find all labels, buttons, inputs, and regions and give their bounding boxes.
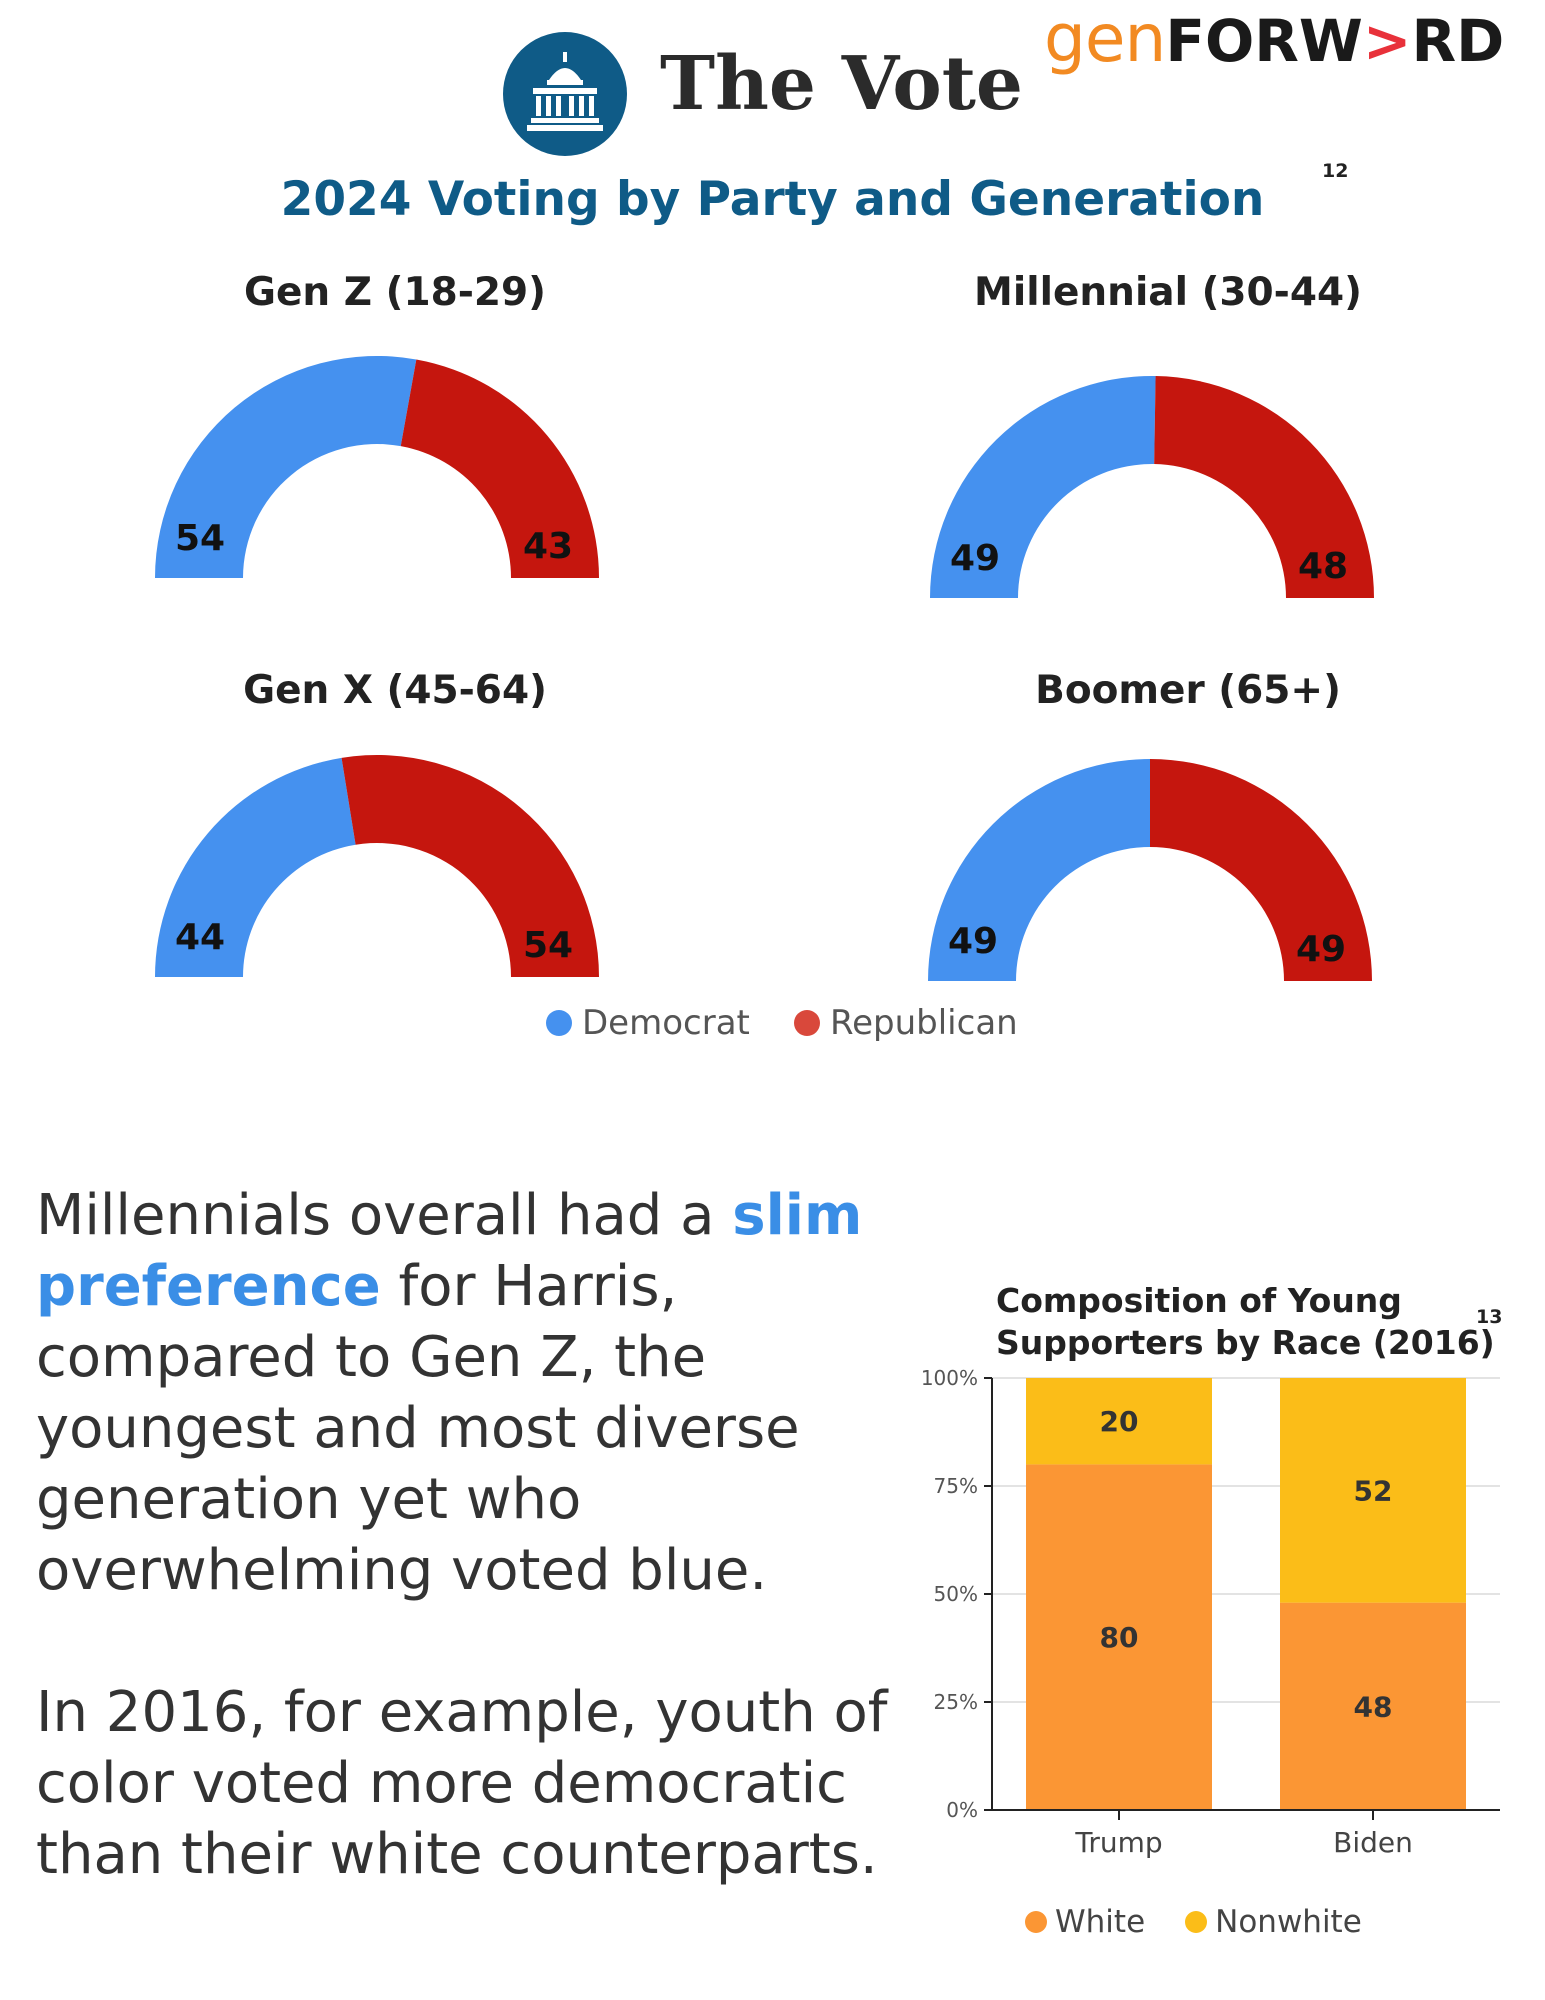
nonwhite-dot-icon [1185, 1911, 1208, 1933]
gen-x-democrat-value: 44 [175, 917, 226, 958]
legend-white: White [1025, 1904, 1145, 1940]
bar-data-label: 48 [1354, 1690, 1393, 1723]
gen-z-gauge-title: Gen Z (18-29) [243, 270, 547, 315]
white-dot-icon [1025, 1911, 1047, 1933]
logo-gen: gen [1044, 0, 1166, 77]
genforward-logo: genFORW>RD [1044, 6, 1504, 72]
boomer-gauge-title: Boomer (65+) [1035, 668, 1341, 713]
chart-title: 2024 Voting by Party and Generation [280, 172, 1265, 227]
bar-footnote-marker: 13 [1476, 1306, 1503, 1328]
paragraph-2: In 2016, for example, youth of color vot… [36, 1680, 888, 1887]
bar-data-label: 52 [1354, 1474, 1393, 1507]
legend-white-label: White [1055, 1904, 1146, 1940]
democrat-dot-icon [546, 1010, 572, 1036]
legend-democrat-label: Democrat [582, 1003, 750, 1043]
footnote-marker: 12 [1322, 160, 1349, 182]
bar-trump-white [1026, 1464, 1212, 1810]
millennial-republican-value: 48 [1298, 546, 1349, 587]
republican-dot-icon [794, 1010, 820, 1036]
boomer-democrat-value: 49 [948, 921, 999, 962]
legend-nonwhite-label: Nonwhite [1215, 1904, 1362, 1940]
bar-data-label: 20 [1100, 1405, 1139, 1438]
legend-democrat: Democrat [546, 1003, 750, 1043]
millennial-democrat-value: 49 [950, 538, 1001, 579]
legend-republican: Republican [794, 1003, 1018, 1043]
x-tick-label: Trump [1074, 1826, 1162, 1859]
y-tick-label: 0% [946, 1798, 978, 1822]
logo-arrow: > [1362, 7, 1412, 75]
logo-forw: FORW [1165, 7, 1363, 75]
bar-biden-white [1280, 1602, 1466, 1810]
gen-x-gauge-title: Gen X (45-64) [243, 668, 547, 713]
y-tick-label: 50% [934, 1582, 978, 1606]
stacked-bar-chart: 0% 25% 50% 75% 100% 80 20 Trump 48 52 Biden [921, 1366, 1500, 1859]
boomer-republican-value: 49 [1296, 929, 1347, 970]
bar-data-label: 80 [1100, 1621, 1139, 1654]
gen-x-republican-value: 54 [523, 925, 574, 966]
bar-legend: White Nonwhite [1025, 1904, 1362, 1940]
paragraph-1-highlight: slim preference [36, 1183, 863, 1319]
paragraph-1: Millennials overall had a slim preferenc… [36, 1180, 916, 1606]
legend-nonwhite: Nonwhite [1185, 1904, 1362, 1940]
logo-rd: RD [1411, 7, 1505, 75]
bar-trump-nonwhite [1026, 1378, 1212, 1465]
y-tick-label: 100% [921, 1366, 978, 1390]
legend-republican-label: Republican [830, 1003, 1018, 1043]
x-tick-label: Biden [1333, 1826, 1413, 1859]
body-text: Millennials overall had a slim preferenc… [36, 1180, 916, 1890]
y-tick-label: 25% [934, 1690, 978, 1714]
capitol-building-icon [503, 32, 627, 156]
bar-biden-nonwhite [1280, 1378, 1466, 1603]
paragraph-1-part-a: Millennials overall had a [36, 1183, 733, 1248]
page-title: The Vote [660, 41, 1023, 127]
gen-z-republican-value: 43 [523, 526, 574, 567]
paragraph-1-part-b: for Harris, compared to Gen Z, the young… [36, 1254, 800, 1603]
millennial-gauge-title: Millennial (30-44) [974, 270, 1362, 315]
y-tick-label: 75% [934, 1474, 978, 1498]
bar-chart-title: Composition of Young Supporters by Race … [996, 1281, 1495, 1362]
gen-z-democrat-value: 54 [175, 518, 226, 559]
